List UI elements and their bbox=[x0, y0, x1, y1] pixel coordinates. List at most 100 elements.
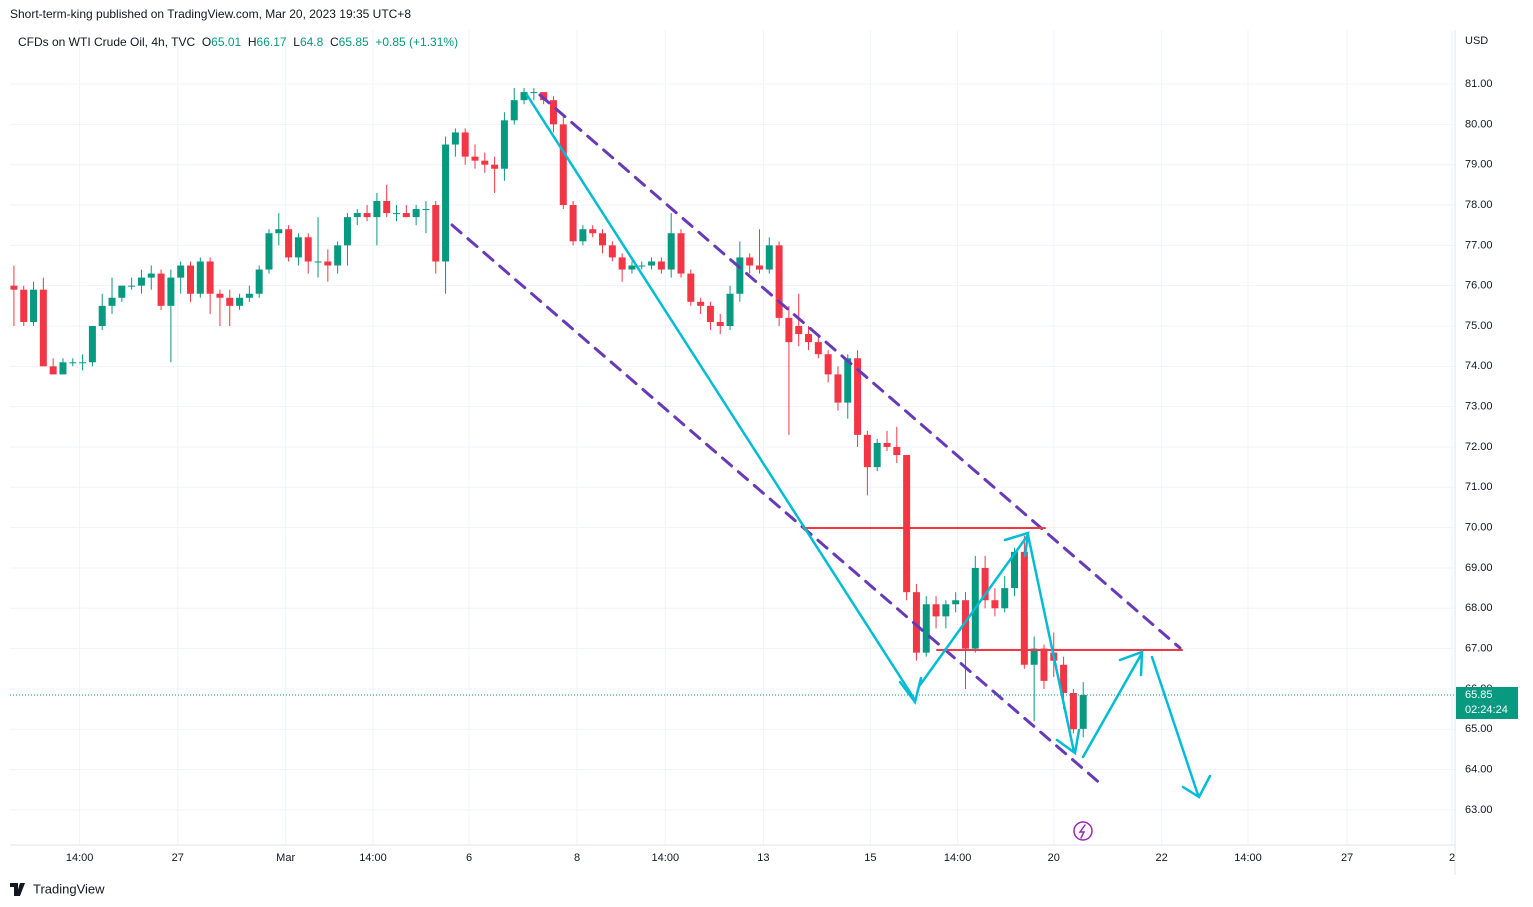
y-tick-label: 68.00 bbox=[1465, 602, 1493, 614]
candle-body bbox=[187, 265, 195, 294]
candle-body bbox=[137, 277, 145, 286]
candle-body bbox=[559, 124, 567, 206]
candle-body bbox=[795, 325, 803, 335]
candle-body bbox=[520, 92, 528, 101]
y-tick-label: 72.00 bbox=[1465, 441, 1493, 453]
candle-body bbox=[932, 604, 940, 617]
x-tick-label: 20 bbox=[1048, 852, 1060, 864]
candle-body bbox=[412, 209, 420, 218]
candle-body bbox=[491, 164, 499, 169]
arrow-head bbox=[1118, 650, 1144, 677]
x-tick-label: 14:00 bbox=[652, 852, 680, 864]
candle-body bbox=[343, 217, 351, 246]
candle-body bbox=[883, 442, 891, 447]
candle-body bbox=[530, 92, 538, 94]
countdown: 02:24:24 bbox=[1465, 704, 1508, 716]
candle-body bbox=[471, 156, 479, 161]
arrow-line bbox=[1081, 651, 1144, 759]
candle-body bbox=[363, 213, 371, 218]
grid bbox=[10, 30, 1455, 845]
candle-body bbox=[402, 213, 410, 218]
y-tick-label: 81.00 bbox=[1465, 78, 1493, 90]
candle-body bbox=[236, 297, 244, 306]
drawings bbox=[450, 93, 1212, 841]
candle-body bbox=[393, 213, 401, 215]
y-tick-label: 76.00 bbox=[1465, 280, 1493, 292]
logo: TradingView bbox=[10, 881, 105, 896]
candle-body bbox=[69, 362, 77, 364]
x-tick-label: 27 bbox=[172, 852, 184, 864]
publisher: Short-term-king published on TradingView… bbox=[10, 7, 411, 21]
candle-body bbox=[422, 209, 430, 211]
candle-body bbox=[569, 205, 577, 242]
candle-body bbox=[549, 100, 557, 125]
candle-body bbox=[206, 261, 214, 294]
ohlc-label: L bbox=[293, 35, 300, 49]
candle-body bbox=[667, 233, 675, 270]
x-tick-label: 15 bbox=[864, 852, 876, 864]
y-tick-label: 77.00 bbox=[1465, 239, 1493, 251]
logo-mark bbox=[10, 883, 25, 896]
arrow-head bbox=[1003, 531, 1030, 558]
currency-label: USD bbox=[1465, 35, 1488, 47]
candle-body bbox=[873, 442, 881, 468]
y-tick-label: 70.00 bbox=[1465, 522, 1493, 534]
candle-body bbox=[618, 257, 626, 270]
ohlc-h: H66.17 bbox=[248, 35, 287, 49]
y-tick-label: 80.00 bbox=[1465, 118, 1493, 130]
ohlc-l: L64.8 bbox=[293, 35, 323, 49]
y-tick-label: 78.00 bbox=[1465, 199, 1493, 211]
x-tick-label: 8 bbox=[574, 852, 580, 864]
candle-body bbox=[196, 261, 204, 294]
candle-body bbox=[854, 358, 862, 435]
candle-body bbox=[952, 600, 960, 605]
y-tick-label: 74.00 bbox=[1465, 360, 1493, 372]
brand: TradingView bbox=[33, 881, 105, 896]
candle-body bbox=[1079, 694, 1087, 729]
candle-body bbox=[1069, 692, 1077, 730]
candle-body bbox=[1030, 648, 1038, 665]
candle-body bbox=[942, 604, 950, 617]
candle-body bbox=[775, 245, 783, 318]
candle-body bbox=[736, 257, 744, 294]
candle-body bbox=[334, 245, 342, 266]
ohlc-value: 64.8 bbox=[299, 35, 324, 49]
x-tick-label: 14:00 bbox=[944, 852, 972, 864]
candle-body bbox=[255, 269, 263, 294]
ohlc-value: 65.85 bbox=[338, 35, 369, 49]
candles bbox=[10, 88, 1087, 738]
ohlc-c: C65.85 bbox=[330, 35, 369, 49]
candle-body bbox=[844, 358, 852, 403]
candle-body bbox=[49, 366, 57, 375]
candle-body bbox=[922, 604, 930, 653]
candle-body bbox=[1011, 551, 1019, 589]
candle-body bbox=[461, 132, 469, 157]
candle-body bbox=[30, 289, 38, 322]
candle-body bbox=[88, 325, 96, 363]
candle-body bbox=[432, 205, 440, 262]
candle-body bbox=[442, 144, 450, 262]
candle-body bbox=[167, 277, 175, 306]
candle-body bbox=[510, 100, 518, 121]
channel-lower bbox=[450, 223, 1104, 787]
candle-body bbox=[1040, 648, 1048, 681]
x-tick-label: 13 bbox=[757, 852, 769, 864]
symbol-title: CFDs on WTI Crude Oil, 4h, TVC bbox=[18, 35, 196, 49]
candle-body bbox=[294, 237, 302, 258]
channel-upper bbox=[538, 93, 1182, 650]
y-tick-label: 75.00 bbox=[1465, 320, 1493, 332]
candle-body bbox=[599, 233, 607, 246]
candle-body bbox=[912, 592, 920, 653]
change: +0.85 (+1.31%) bbox=[375, 35, 459, 49]
x-tick-label: 14:00 bbox=[359, 852, 387, 864]
candle-body bbox=[608, 245, 616, 258]
candle-body bbox=[893, 446, 901, 456]
candle-body bbox=[157, 273, 165, 306]
event-icon[interactable] bbox=[1073, 821, 1093, 841]
candle-body bbox=[903, 455, 911, 593]
candle-body bbox=[991, 600, 999, 609]
candle-body bbox=[834, 374, 842, 403]
candle-body bbox=[285, 229, 293, 258]
candle-body bbox=[961, 600, 969, 649]
